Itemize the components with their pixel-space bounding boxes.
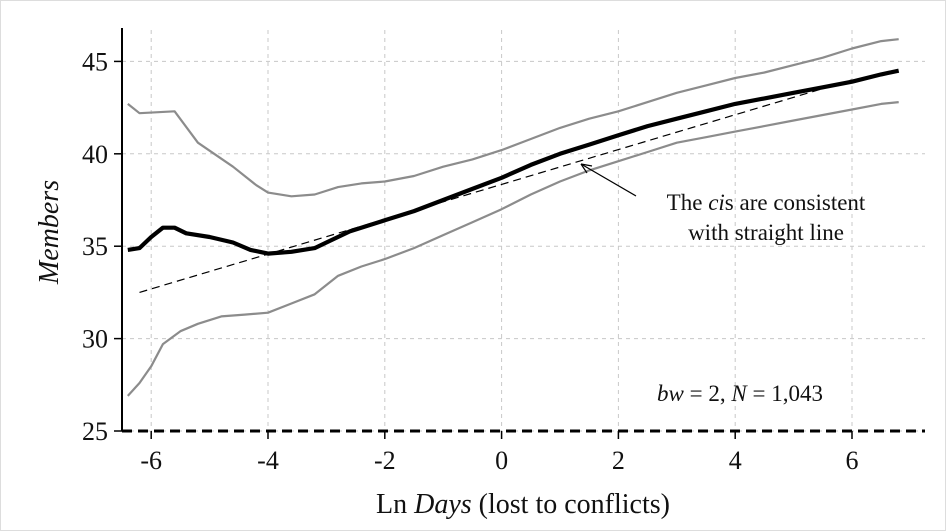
x-label-part: Days [413,489,472,520]
annotation-part: The [667,190,709,215]
x-tick-label: 0 [495,446,508,475]
y-tick-label: 40 [82,140,108,169]
arrow [580,163,637,197]
y-tick-label: 30 [82,325,108,354]
series-line [127,38,899,198]
annotation: bw = 2, N = 1,043 [657,381,823,406]
x-tick-label: 2 [612,446,625,475]
x-tick-label: -4 [257,446,279,475]
x-axis-label: Ln Days (lost to conflicts) [376,489,670,520]
lines [126,38,900,397]
y-tick-label: 45 [82,47,108,76]
series-line [127,68,900,256]
annotation: The cis are consistent [667,190,866,215]
series-line [139,79,853,293]
annotation-part: N [730,381,748,406]
series-line [126,101,899,397]
y-axis-label: Members [34,180,65,285]
annotation-part: with straight line [688,220,844,245]
x-tick-label: -6 [140,446,162,475]
x-tick-label: -2 [374,446,396,475]
annotation-part: ci [708,190,725,215]
annotation-part: bw [657,381,685,406]
annotation-part: s are consistent [725,190,866,215]
annotation-part: = 2, [684,381,731,406]
annotation: with straight line [688,220,844,245]
x-label-part: Ln [376,489,414,520]
y-tick-label: 35 [82,232,108,261]
x-tick-label: 6 [846,446,859,475]
arrow-head [580,163,593,174]
y-tick-label: 25 [82,417,108,446]
x-tick-label: 4 [729,446,742,475]
annotation-part: = 1,043 [747,381,823,406]
x-label-part: (lost to conflicts) [472,489,670,520]
